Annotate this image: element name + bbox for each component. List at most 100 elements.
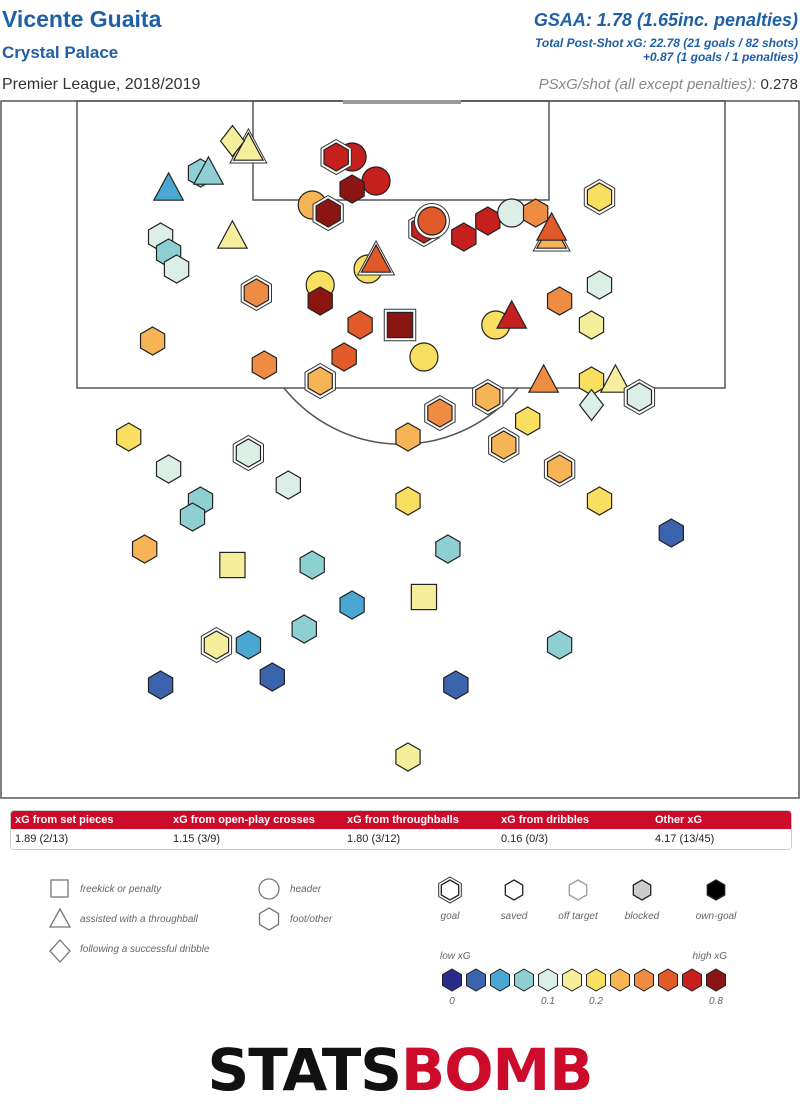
shot-mark [155,454,182,484]
shot-mark [586,270,613,300]
shot-marker [535,211,568,241]
xg-header-throughballs: xG from throughballs [347,814,459,826]
xg-table-row: 1.89 (2/13) 1.15 (3/9) 1.80 (3/12) 0.16 … [11,829,791,849]
shot-marker [395,742,421,772]
shot-mark [299,550,325,580]
shot-mark [658,518,685,548]
shot-mark [259,662,285,692]
team-name: Crystal Palace [2,43,119,62]
shot-marker [383,308,417,342]
shot-mark [546,630,573,660]
shot-mark [491,430,517,460]
scale-swatch [514,968,534,992]
psxg-penalty-line: +0.87 (1 goals / 1 penalties) [642,50,798,64]
shot-mark [417,206,447,236]
legend-outcome-hex [568,879,588,901]
shot-marker [115,422,142,452]
shot-mark [386,311,414,339]
shot-mark [586,182,613,212]
shot-mark [395,742,421,772]
scale-tick-01: 0.1 [541,996,555,1007]
legend-outcome-hex [706,879,726,901]
shot-marker [219,124,246,158]
triangle-icon [48,907,72,928]
xg-header-crosses: xG from open-play crosses [173,814,315,826]
shot-mark [323,142,349,172]
shot-mark [339,590,365,620]
shot-mark [179,502,206,532]
shot-mark [546,286,573,316]
gsaa-value: GSAA: 1.78 (1.65inc. penalties) [533,10,798,30]
shot-marker [451,222,477,252]
scale-high-label: high xG [693,951,728,962]
shot-marker [163,254,190,284]
shot-marker [155,454,182,484]
shot-marker [527,363,560,393]
shot-marker [586,270,613,300]
scale-tick-08: 0.8 [709,996,723,1007]
xg-value-other: 4.17 (13/45) [655,833,715,845]
shot-mark [443,670,469,700]
scale-tick-02: 0.2 [589,996,603,1007]
shot-mark [307,286,333,316]
shot-mark [347,310,373,340]
shot-mark [115,422,142,452]
psxg-per-shot: PSxG/shot (all except penalties): 0.278 [539,76,798,93]
xg-value-throughballs: 1.80 (3/12) [347,833,401,845]
shot-marker [578,310,605,340]
shot-marker [514,406,541,436]
xg-value-dribbles: 0.16 (0/3) [501,833,549,845]
shot-mark [427,398,453,428]
shot-marker [240,274,272,312]
competition-label: Premier League, 2018/2019 [2,76,201,93]
diamond-icon [49,939,71,963]
scale-swatch [658,968,678,992]
shot-mark [626,382,653,412]
shot-mark [152,171,185,201]
shot-mark [216,219,249,249]
shot-marker [339,590,365,620]
shot-marker [235,630,262,660]
shot-mark [410,583,438,611]
shot-marker [546,286,573,316]
shot-mark [578,310,605,340]
shot-mark [235,438,262,468]
shot-marker [361,166,391,196]
legend: freekick or penalty assisted with a thro… [48,876,737,1007]
xg-breakdown-table: xG from set pieces xG from open-play cro… [10,810,792,850]
shot-marker [583,178,616,216]
shot-marker [424,394,456,432]
shot-mark [315,198,341,228]
shot-marker [275,470,301,500]
circle-icon [258,878,280,900]
shot-marker [599,363,632,393]
shot-mark [251,350,278,380]
legend-offtarget-label: off target [558,911,599,922]
scale-swatch [490,968,510,992]
shot-marker [395,422,421,452]
shot-mark [331,342,357,372]
shot-mark [361,166,391,196]
shot-mark [497,198,527,228]
shot-marker [131,534,158,564]
scale-swatch [466,968,486,992]
shot-mark [409,342,439,372]
scale-swatch [442,968,462,992]
xg-color-scale [442,968,726,992]
shot-mark [395,486,421,516]
pitch-outline [0,100,800,799]
shot-mark [203,630,230,660]
shot-marker [356,239,396,276]
shot-mark [599,363,632,393]
shot-mark [192,155,225,185]
xg-header-dribbles: xG from dribbles [501,814,590,826]
shot-marker [200,626,233,664]
shots-layer [115,124,685,772]
legend-outcome-hex [440,879,460,901]
legend-goal-label: goal [441,911,461,922]
shot-mark [522,198,549,228]
xg-value-set-pieces: 1.89 (2/13) [15,833,69,845]
xg-table-header: xG from set pieces xG from open-play cro… [11,811,791,829]
shot-marker [522,198,549,228]
shot-mark [578,388,605,422]
